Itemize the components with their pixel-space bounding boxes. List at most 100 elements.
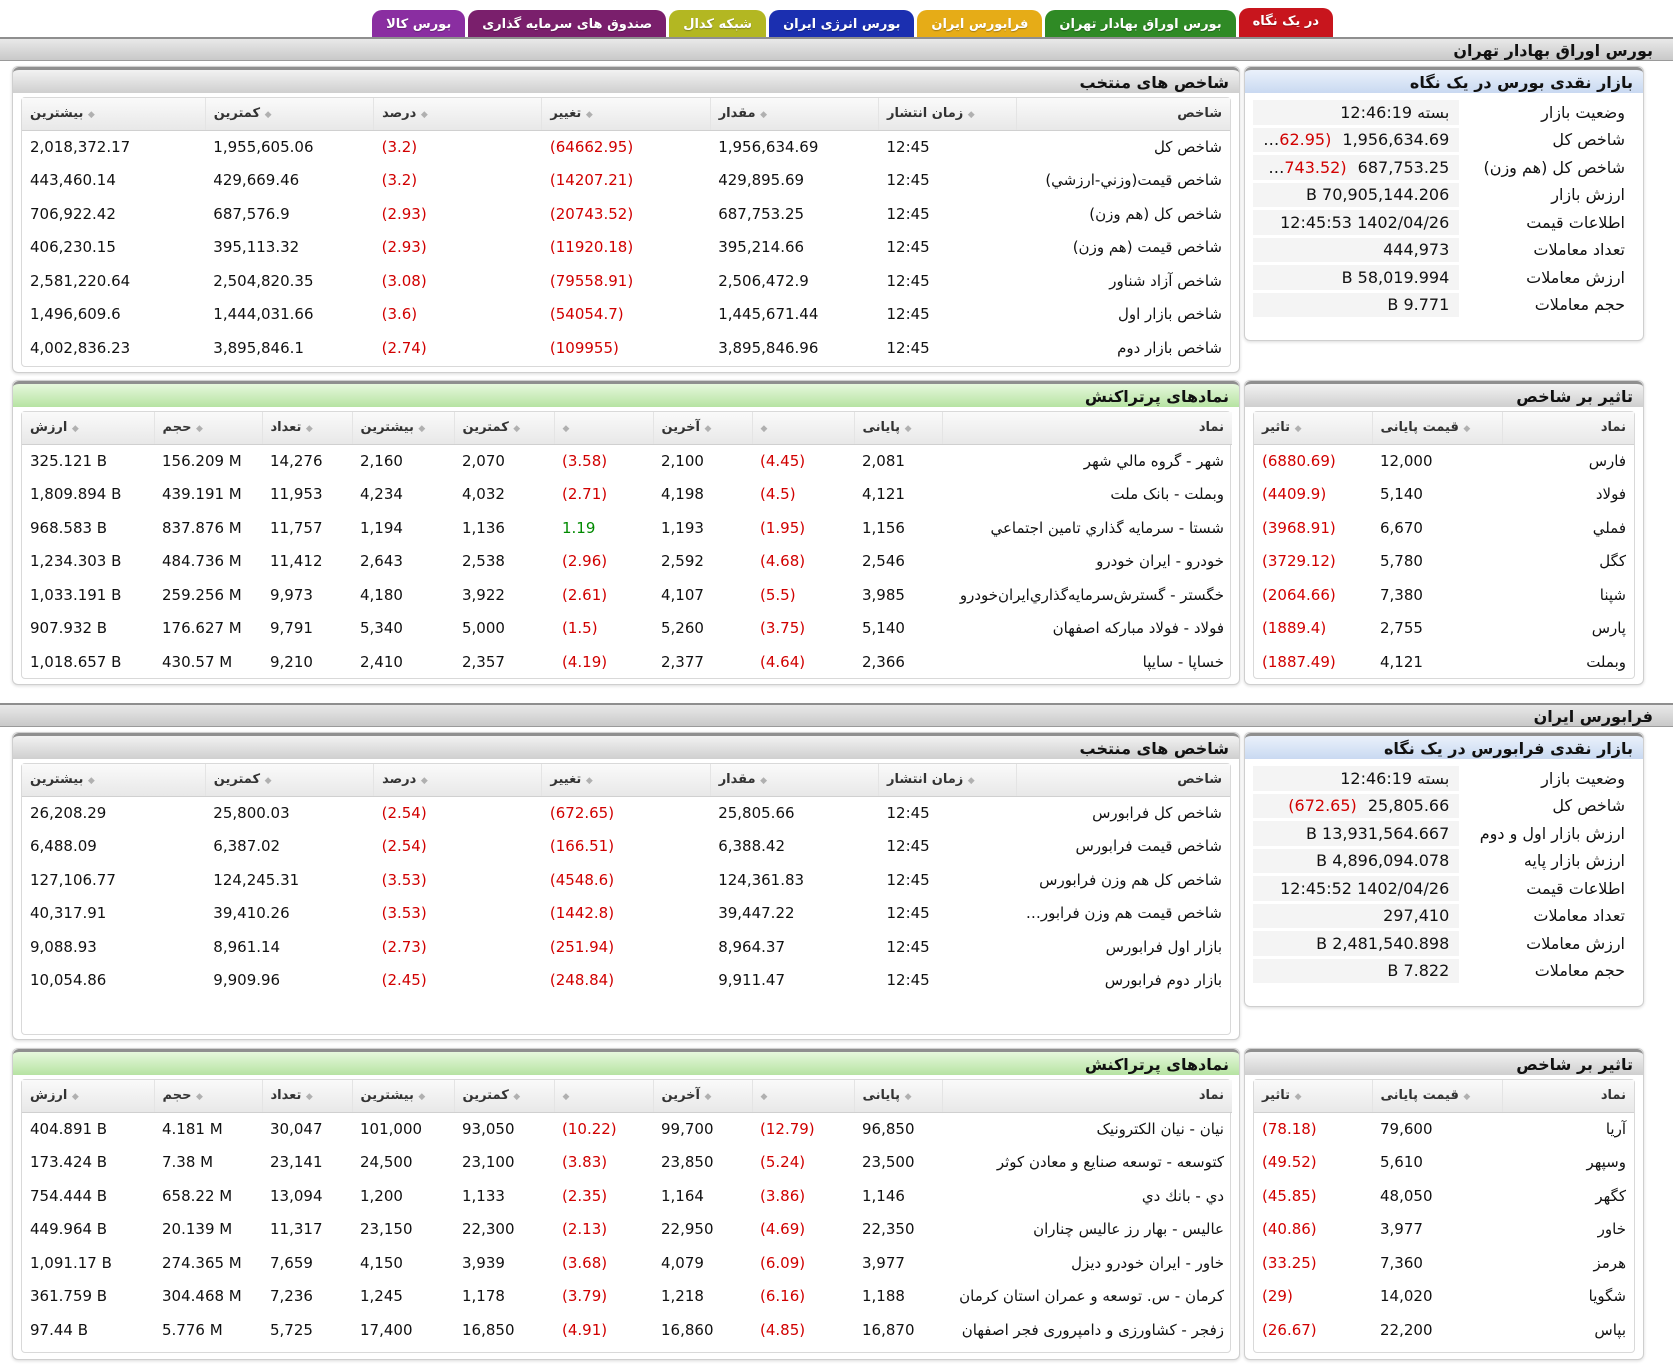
tab-4[interactable]: شبکه کدال	[669, 10, 767, 38]
table-row[interactable]: شاخص کل (هم وزن) 12:45 687,753.25 (20743.52…	[22, 197, 1230, 231]
table-row[interactable]: شاخص قیمت فرابورس 12:45 6,388.42 (166.51) (2…	[22, 830, 1230, 864]
column-header[interactable]: ◆ تغییر	[541, 764, 711, 797]
table-row[interactable]: شپنا 7,380 (2064.66)	[1254, 578, 1634, 612]
column-header[interactable]: ◆ حجم	[153, 1080, 262, 1113]
table-row[interactable]: خاور - ايران خودرو ديزل 3,977 (6.09) 4,079 (…	[22, 1246, 1232, 1280]
tab-6[interactable]: بورس کالا	[372, 10, 466, 38]
tab-1[interactable]: بورس اوراق بهادار تهران	[1045, 10, 1236, 38]
column-header[interactable]: ◆ بیشترین	[351, 412, 454, 445]
column-header[interactable]: ◆ بیشترین	[22, 98, 206, 131]
column-header[interactable]: ◆ زمان انتشار	[877, 764, 1017, 797]
table-row[interactable]: شاخص قیمت هم وزن فرابورس 12:45 39,447.22 (1…	[22, 897, 1230, 931]
column-header[interactable]: ◆ آخرین	[652, 412, 752, 445]
table-row[interactable]: کتوسعه - توسعه صنایع و معادن کوثر 23,500 (…	[22, 1146, 1232, 1180]
column-header-label: کمترین	[213, 772, 261, 788]
column-header[interactable]: ◆ کمترین	[204, 98, 374, 131]
table-row[interactable]: فولاد 5,140 (4409.9)	[1254, 478, 1634, 512]
table-row[interactable]: وبملت 4,121 (1887.49)	[1254, 645, 1634, 679]
column-header[interactable]: ◆ ارزش	[22, 1080, 154, 1113]
table-row[interactable]: خودرو - ایران خودرو 2,546 (4.68) 2,592 (2.96…	[22, 545, 1232, 579]
column-header[interactable]: ◆ تاثیر	[1254, 412, 1372, 445]
column-header[interactable]: ◆ زمان انتشار	[877, 98, 1017, 131]
table-row[interactable]: شاخص کل فرابورس 12:45 25,805.66 (672.65) (2.…	[22, 796, 1230, 830]
table-row[interactable]: خاور 3,977 (40.86)	[1254, 1213, 1634, 1247]
table-row[interactable]: بپاس 22,200 (26.67)	[1254, 1313, 1634, 1347]
column-header[interactable]: ◆ تاثیر	[1254, 1080, 1372, 1113]
column-header[interactable]: ◆ درصد	[373, 98, 542, 131]
table-row[interactable]: دي - بانك دي 1,146 (3.86) 1,164 (2.35) 1,133 1…	[22, 1179, 1232, 1213]
table-row[interactable]: بازار دوم فرابورس 12:45 9,911.47 (248.84) (2…	[22, 964, 1230, 998]
table-row[interactable]: شاخص آزاد شناور 12:45 2,506,472.9 (79558.91…	[22, 264, 1230, 298]
column-header[interactable]: ◆ تغییر	[541, 98, 711, 131]
table-row[interactable]: عالیس - بهار رز عالیس چناران 22,350 (4.69)…	[22, 1213, 1232, 1247]
table-row[interactable]: کگهر 48,050 (45.85)	[1254, 1179, 1634, 1213]
table-row[interactable]: شگويا 14,020 (29)	[1254, 1280, 1634, 1314]
column-header[interactable]: ◆ درصد	[373, 764, 542, 797]
column-header[interactable]: ◆ بیشترین	[351, 1080, 454, 1113]
table-row[interactable]: كگل 5,780 (3729.12)	[1254, 545, 1634, 579]
column-header[interactable]: ◆ کمترین	[204, 764, 374, 797]
table-row[interactable]: شاخص بازار اول 12:45 1,445,671.44 (54054.7)…	[22, 298, 1230, 332]
table-row[interactable]: شاخص کل 12:45 1,956,634.69 (64662.95) (3.2) 1…	[22, 130, 1230, 164]
column-header[interactable]: ◆	[751, 412, 854, 445]
column-header[interactable]: ◆ ارزش	[22, 412, 154, 445]
table-row[interactable]: بازار اول فرابورس 12:45 8,964.37 (251.94) (2…	[22, 930, 1230, 964]
column-header[interactable]: ◆ پایانی	[853, 412, 942, 445]
column-header[interactable]: نماد ◆	[941, 1080, 1232, 1113]
table-row[interactable]: خگستر - گسترش‌سرمايه‌گذاري‌ايران‌خودرو 3,…	[22, 578, 1232, 612]
column-header[interactable]: ◆	[553, 412, 653, 445]
market-row-value: 1402/04/26 12:45:52	[1253, 876, 1460, 901]
table-row[interactable]: نیان - نیان الکترونیک 96,850 (12.79) 99,700…	[22, 1112, 1232, 1146]
table-row[interactable]: زفجر - کشاورزی و دامپروری فجر اصفهان 16,8…	[22, 1313, 1232, 1347]
table-row[interactable]: شستا - سرمايه گذاري تامين اجتماعي 1,156 (1…	[22, 511, 1232, 545]
table-row[interactable]: کرمان - س. توسعه و عمران استان کرمان 1,18…	[22, 1280, 1232, 1314]
tab-5[interactable]: صندوق های سرمایه گذاری	[468, 10, 667, 38]
row-value: 2,070	[462, 452, 505, 470]
tab-0[interactable]: در یک نگاه	[1238, 8, 1333, 38]
table-row[interactable]: شاخص قیمت(وزني-ارزشي) 12:45 429,895.69 (142…	[22, 164, 1230, 198]
tab-3[interactable]: بورس انرژی ایران	[769, 10, 915, 38]
column-header[interactable]: ◆ مقدار	[709, 98, 879, 131]
column-header[interactable]: ◆ بیشترین	[22, 764, 206, 797]
table-row[interactable]: پارس 2,755 (1889.4)	[1254, 612, 1634, 646]
table-row[interactable]: وسپهر 5,610 (49.52)	[1254, 1146, 1634, 1180]
table-row[interactable]: فملي 6,670 (3968.91)	[1254, 511, 1634, 545]
row-value: (12.79)	[760, 1120, 815, 1138]
row-value: 16,860	[661, 1320, 714, 1339]
column-header[interactable]: ◆ کمترین	[453, 1080, 554, 1113]
market-row-label: ارزش بازار	[1459, 182, 1635, 207]
column-header[interactable]: نماد ◆	[941, 412, 1232, 445]
table-row[interactable]: شاخص کل هم وزن فرابورس 12:45 124,361.83 (45…	[22, 863, 1230, 897]
row-value: (29)	[1262, 1287, 1293, 1306]
column-header[interactable]: ◆ پایانی	[853, 1080, 942, 1113]
column-header[interactable]: نماد ◆	[1501, 412, 1634, 445]
column-header[interactable]: ◆ تعداد	[261, 1080, 352, 1113]
column-header[interactable]: ◆ تعداد	[261, 412, 352, 445]
column-header[interactable]: ◆	[751, 1080, 854, 1113]
market-row: حجم معاملات 9.771 B	[1253, 292, 1635, 317]
row-value: 2,377	[661, 652, 704, 671]
table-row[interactable]: شهر - گروه مالي شهر 2,081 (4.45) 2,100 (3.58…	[22, 444, 1232, 478]
column-header[interactable]: ◆ آخرین	[652, 1080, 752, 1113]
column-header[interactable]: ◆ قیمت پایانی	[1371, 412, 1502, 445]
tab-2[interactable]: فرابورس ایران	[917, 10, 1043, 38]
column-header[interactable]: نماد ◆	[1501, 1080, 1634, 1113]
column-header[interactable]: ◆ حجم	[153, 412, 262, 445]
column-header[interactable]: ◆	[553, 1080, 653, 1113]
column-header[interactable]: ◆ مقدار	[709, 764, 879, 797]
table-row[interactable]: خساپا - سایپا 2,366 (4.64) 2,377 (4.19) 2,357…	[22, 645, 1232, 679]
table-row[interactable]: وبملت - بانک ملت 4,121 (4.5) 4,198 (2.71) 4,0…	[22, 478, 1232, 512]
table-row[interactable]: هرمز 7,360 (33.25)	[1254, 1246, 1634, 1280]
row-value: 12:45	[886, 204, 930, 223]
table-row[interactable]: آريا 79,600 (78.18)	[1254, 1112, 1634, 1146]
table-row[interactable]: فارس 12,000 (6880.69)	[1254, 444, 1634, 478]
table-row[interactable]: فولاد - فولاد مبارکه اصفهان 5,140 (3.75) 5,…	[22, 612, 1232, 646]
market-row-label: تعداد معاملات	[1459, 903, 1635, 928]
table-row[interactable]: شاخص قیمت (هم وزن) 12:45 395,214.66 (11920.…	[22, 231, 1230, 265]
column-header[interactable]: ◆ کمترین	[453, 412, 554, 445]
row-value: (6.09)	[760, 1253, 806, 1272]
column-header[interactable]: شاخص ◆	[1016, 98, 1230, 131]
column-header[interactable]: ◆ قیمت پایانی	[1371, 1080, 1502, 1113]
column-header[interactable]: شاخص ◆	[1016, 764, 1230, 797]
table-row[interactable]: شاخص بازار دوم 12:45 3,895,846.96 (109955) (…	[22, 331, 1230, 365]
